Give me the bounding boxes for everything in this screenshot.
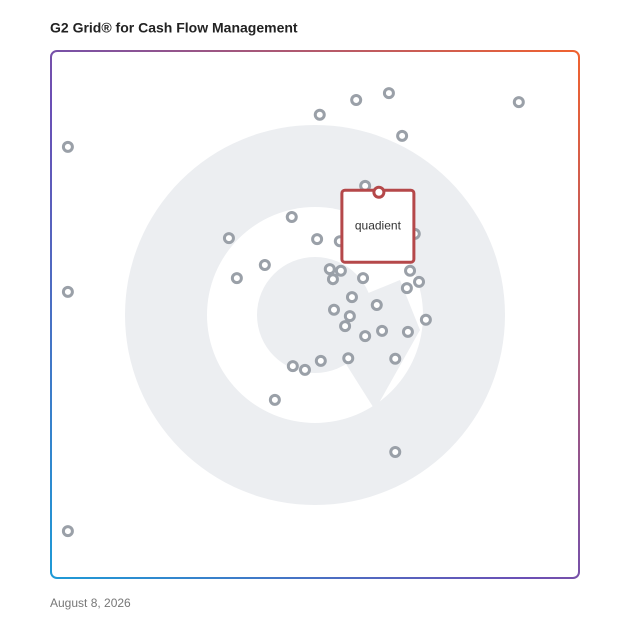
product-point <box>343 310 356 323</box>
product-point <box>61 140 74 153</box>
grid-frame <box>50 50 580 579</box>
product-point <box>370 299 383 312</box>
product-point <box>401 325 414 338</box>
product-point <box>313 108 326 121</box>
product-point <box>334 264 347 277</box>
product-point <box>311 233 324 246</box>
product-point <box>285 211 298 224</box>
chart-title: G2 Grid® for Cash Flow Management <box>50 20 298 36</box>
product-point <box>404 264 417 277</box>
product-point <box>230 272 243 285</box>
product-point <box>396 129 409 142</box>
product-point <box>61 525 74 538</box>
product-point <box>345 291 358 304</box>
date: August 8, 2026 <box>50 596 131 610</box>
product-point <box>512 96 525 109</box>
product-point <box>328 303 341 316</box>
product-point <box>376 324 389 337</box>
highlight-point <box>372 185 386 199</box>
product-point <box>323 263 336 276</box>
product-point <box>389 352 402 365</box>
product-point <box>400 282 413 295</box>
product-point <box>298 363 311 376</box>
product-point <box>314 354 327 367</box>
product-point <box>389 446 402 459</box>
product-point <box>286 360 299 373</box>
product-point <box>382 87 395 100</box>
product-point <box>342 352 355 365</box>
product-point <box>326 273 339 286</box>
highlight-label: quadient <box>355 218 402 232</box>
product-point <box>258 258 271 271</box>
product-point <box>339 320 352 333</box>
product-point <box>359 330 372 343</box>
product-point <box>413 275 426 288</box>
product-point <box>419 313 432 326</box>
product-point <box>268 393 281 406</box>
product-point <box>357 272 370 285</box>
product-point <box>61 285 74 298</box>
product-point <box>222 232 235 245</box>
product-point <box>350 94 363 107</box>
